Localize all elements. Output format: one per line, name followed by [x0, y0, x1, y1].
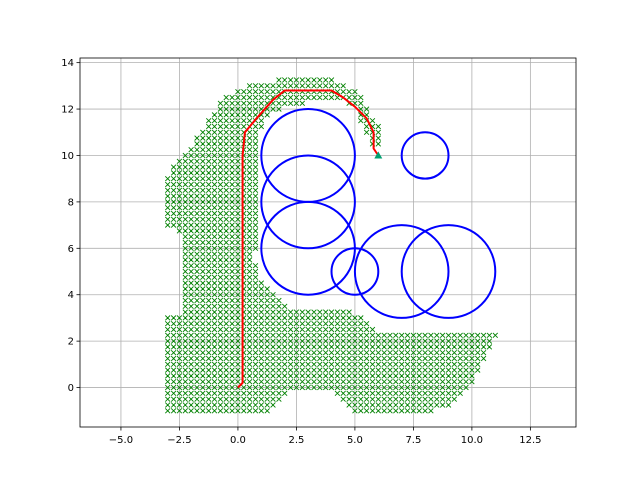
planned-path — [237, 89, 380, 389]
obstacle-circle — [353, 224, 450, 319]
obstacle-circle — [400, 224, 497, 319]
x-tick-label: 2.5 — [288, 435, 304, 446]
explored-node-markers — [164, 77, 499, 414]
explored-region — [164, 77, 499, 414]
goal-marker-group — [374, 151, 383, 159]
x-tick-label: 5.0 — [347, 435, 363, 446]
x-tick-label: 10.0 — [461, 435, 483, 446]
y-tick-label: 14 — [61, 58, 74, 69]
path-line — [237, 89, 380, 389]
x-tick-label: −5.0 — [109, 435, 133, 446]
x-axis-ticks: −5.0 −2.5 0.0 2.5 5.0 7.5 10.0 12.5 — [109, 427, 542, 446]
x-tick-label: 12.5 — [519, 435, 541, 446]
x-tick-label: −2.5 — [167, 435, 191, 446]
obstacle-circle — [260, 154, 356, 250]
y-tick-label: 8 — [68, 197, 74, 208]
y-tick-label: 0 — [68, 383, 74, 394]
goal-marker — [374, 151, 383, 159]
x-tick-label: 0.0 — [230, 435, 246, 446]
y-axis-ticks: 0 2 4 6 8 10 12 14 — [61, 58, 80, 394]
x-tick-label: 7.5 — [405, 435, 421, 446]
obstacle-circles — [260, 108, 497, 319]
obstacle-circle — [400, 131, 450, 180]
y-tick-label: 10 — [61, 151, 74, 162]
y-tick-label: 12 — [61, 105, 74, 116]
y-tick-label: 4 — [68, 290, 74, 301]
plot-frame — [79, 57, 577, 428]
y-tick-label: 6 — [68, 244, 74, 255]
obstacle-circle — [330, 247, 380, 296]
obstacle-circle — [260, 108, 356, 203]
y-tick-label: 2 — [68, 337, 74, 348]
